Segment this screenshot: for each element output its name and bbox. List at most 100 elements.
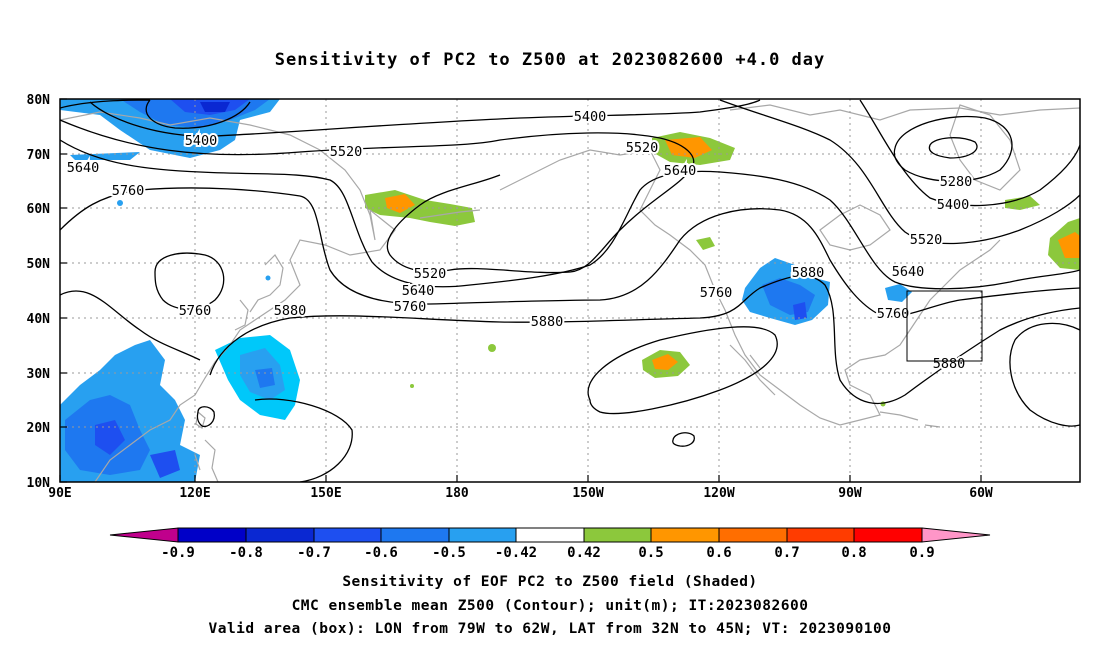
shade-neg-seasia-deep	[95, 420, 125, 455]
plot-title: Sensitivity of PC2 to Z500 at 2023082600…	[274, 50, 826, 70]
latitude-labels: 80N 70N 60N 50N 40N 30N 20N 10N	[27, 93, 51, 491]
colorbar-cell	[313, 527, 382, 543]
shade-neg-strip	[70, 152, 140, 160]
contour-5520-a	[60, 119, 695, 274]
colorbar-label: -0.42	[495, 545, 537, 560]
contour-5640-a	[60, 139, 1080, 290]
shade-pos-atlantic-2	[1005, 196, 1040, 210]
colorbar-cell	[515, 527, 585, 543]
shade-dot	[265, 275, 271, 281]
colorbar-label: 0.8	[841, 545, 866, 560]
lon-label: 120W	[703, 486, 734, 501]
contour-label: 5400	[937, 197, 970, 213]
contour-label: 5640	[67, 160, 100, 176]
coast-cuba	[879, 411, 941, 428]
contour-5760-b	[154, 252, 225, 310]
lat-label: 40N	[27, 312, 51, 327]
colorbar-label: 0.6	[706, 545, 731, 560]
colorbar-cell	[786, 527, 855, 543]
lon-label: 90W	[838, 486, 862, 501]
contour-label: 5760	[877, 306, 910, 322]
lon-label: 150E	[310, 486, 341, 501]
colorbar-cell	[245, 527, 315, 543]
colorbar-label: 0.5	[638, 545, 663, 560]
lon-label: 120E	[179, 486, 210, 501]
lon-label: 150W	[572, 486, 603, 501]
coast-aleutians	[419, 209, 481, 219]
colorbar-cell	[380, 527, 450, 543]
contour-5880-a	[60, 275, 1080, 405]
coast-arctic-isl	[729, 104, 1080, 121]
shade-dot	[488, 344, 496, 352]
contour-5400-b	[89, 99, 761, 137]
contour-label: 5520	[414, 266, 447, 282]
shade-dot	[410, 384, 414, 388]
lat-label: 80N	[27, 93, 51, 108]
colorbar-labels: -0.9 -0.8 -0.7 -0.6 -0.5 -0.42 0.42 0.5 …	[161, 545, 935, 560]
shade-neg-lakes	[885, 284, 912, 302]
lat-label: 30N	[27, 367, 51, 382]
coast-hudson	[819, 204, 891, 251]
contour-5880-b	[587, 326, 778, 415]
colorbar-label: -0.9	[161, 545, 195, 560]
colorbar-label: 0.7	[774, 545, 799, 560]
colorbar-cell	[448, 527, 517, 543]
coast-japan	[249, 254, 284, 313]
colorbar-cell	[853, 527, 923, 543]
lon-label: 180	[445, 486, 469, 501]
contour-label: 5520	[910, 232, 943, 248]
map-frame	[59, 98, 1081, 483]
lat-label: 50N	[27, 257, 51, 272]
coast-asia	[60, 111, 396, 482]
contour-label: 5760	[394, 299, 427, 315]
shade-dot	[117, 200, 123, 206]
shade-pos-pacific-core	[652, 354, 678, 370]
contour-label: 5760	[179, 303, 212, 319]
colorbar-label: -0.5	[432, 545, 466, 560]
contour-5760-a	[60, 187, 1080, 318]
colorbar-cell	[718, 527, 788, 543]
contour-5400-a	[60, 99, 251, 129]
colorbar-label: 0.42	[567, 545, 601, 560]
colorbar-arrow-left	[109, 527, 179, 543]
footer-shaded-caption: Sensitivity of EOF PC2 to Z500 field (Sh…	[342, 574, 758, 590]
coast-philippines	[194, 439, 219, 482]
lon-label: 60W	[969, 486, 993, 501]
lat-label: 70N	[27, 148, 51, 163]
contour-label: 5640	[664, 163, 697, 179]
contour-small-2	[672, 432, 695, 447]
colorbar-cell	[177, 527, 247, 543]
contour-label: 5520	[330, 144, 363, 160]
contour-5400-c	[859, 99, 1080, 207]
contour-label: 5520	[626, 140, 659, 156]
contour-5880-c	[254, 398, 353, 482]
lat-label: 10N	[27, 476, 51, 491]
shade-neg-westus-deep	[793, 302, 807, 320]
shade-pos-small	[696, 237, 715, 250]
coast-taiwan	[195, 410, 206, 429]
contour-label: 5880	[933, 356, 966, 372]
contour-label: 5640	[892, 264, 925, 280]
footer-valid-area-caption: Valid area (box): LON from 79W to 62W, L…	[208, 621, 892, 637]
contour-label: 5400	[185, 133, 218, 149]
colorbar-arrow-right	[921, 527, 991, 543]
longitude-labels: 90E 120E 150E 180 150W 120W 90W 60W	[48, 486, 993, 501]
z500-contours	[60, 99, 1080, 482]
shade-neg-arctic-max	[200, 102, 230, 112]
contour-small-1	[196, 406, 215, 428]
coast-greenland	[949, 104, 1021, 191]
contour-label: 5880	[792, 265, 825, 281]
valid-area-box	[906, 290, 983, 362]
contour-label: 5760	[700, 285, 733, 301]
contour-label: 5880	[274, 303, 307, 319]
colorbar-label: -0.8	[229, 545, 263, 560]
contour-5880-d	[1009, 322, 1080, 427]
contour-label: 5280	[940, 174, 973, 190]
lon-label: 90E	[48, 486, 71, 501]
coast-mexico	[729, 344, 776, 396]
axis-ticks	[59, 98, 982, 483]
contour-5520-b	[719, 99, 1080, 245]
colorbar-label: 0.9	[909, 545, 934, 560]
shade-pos-bering-core	[385, 194, 415, 213]
sensitivity-map: 5400 5400 5520 5520 5520 5520 5640 5640 …	[27, 93, 1081, 560]
